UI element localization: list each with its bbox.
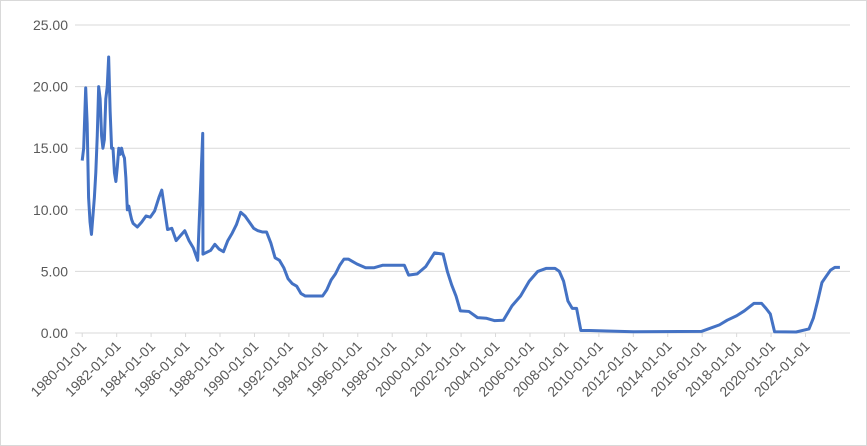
y-tick-label: 20.00	[33, 79, 68, 95]
data-line	[80, 55, 840, 334]
y-tick-label: 15.00	[33, 140, 68, 156]
y-tick-label: 10.00	[33, 202, 68, 218]
y-tick-label: 25.00	[33, 17, 68, 33]
y-tick-label: 0.00	[41, 325, 68, 341]
y-tick-label: 5.00	[41, 263, 68, 279]
